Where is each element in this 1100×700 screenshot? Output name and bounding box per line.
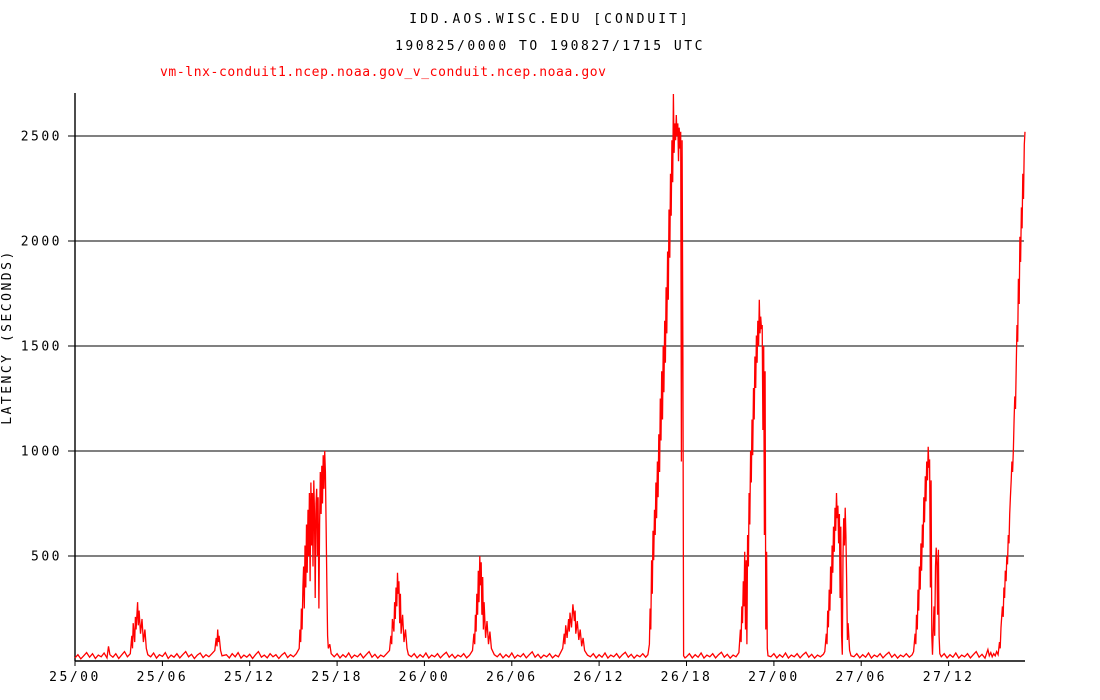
x-tick-label: 26/12: [573, 670, 625, 685]
x-tick-label: 27/06: [835, 670, 887, 685]
x-tick-label: 26/06: [486, 670, 538, 685]
y-tick-label: 500: [31, 550, 62, 565]
legend-series-label: vm-lnx-conduit1.ncep.noaa.gov_v_conduit.…: [160, 65, 607, 80]
x-tick-label: 25/18: [311, 670, 363, 685]
page-title: IDD.AOS.WISC.EDU [CONDUIT]: [409, 12, 691, 27]
y-tick-label: 1500: [21, 340, 62, 355]
latency-series: [74, 93, 1026, 660]
y-tick-label: 1000: [21, 445, 62, 460]
x-tick-label: 25/06: [137, 670, 189, 685]
x-tick-label: 26/18: [661, 670, 713, 685]
y-tick-label: 2000: [21, 235, 62, 250]
x-tick-label: 26/00: [399, 670, 451, 685]
time-range-subtitle: 190825/0000 TO 190827/1715 UTC: [395, 39, 705, 54]
y-tick-label: 2500: [21, 130, 62, 145]
x-tick-label: 25/12: [224, 670, 276, 685]
x-tick-label: 27/00: [748, 670, 800, 685]
x-tick-label: 25/00: [49, 670, 101, 685]
x-tick-label: 27/12: [923, 670, 975, 685]
